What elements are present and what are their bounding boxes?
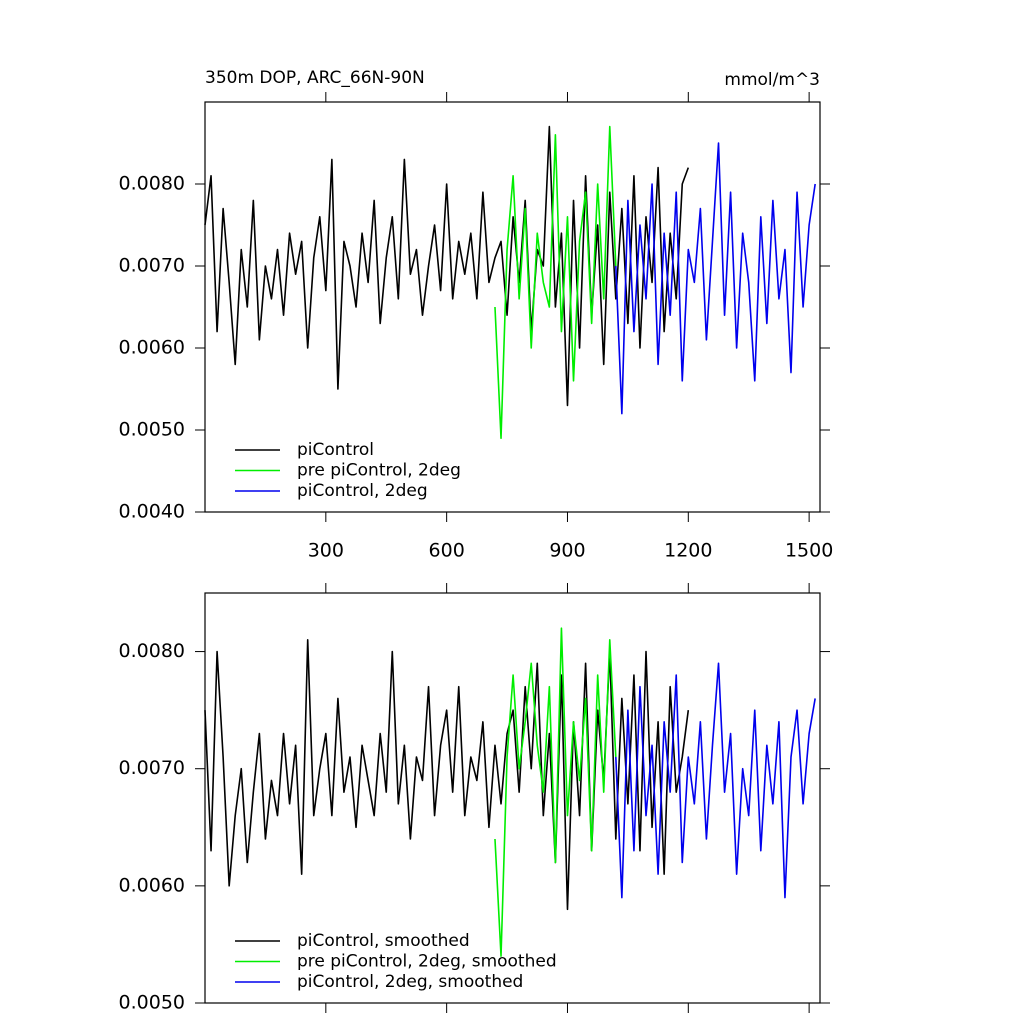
units-label: mmol/m^3 xyxy=(724,70,820,90)
y-tick-label: 0.0050 xyxy=(119,419,185,441)
y-tick-label: 0.0060 xyxy=(119,337,185,359)
x-tick-label: 1500 xyxy=(785,540,833,562)
y-tick-label: 0.0040 xyxy=(119,501,185,523)
legend-label: pre piControl, 2deg, smoothed xyxy=(297,952,557,972)
data-line xyxy=(615,142,816,415)
y-tick-label: 0.0060 xyxy=(119,874,185,896)
legend-label: piControl, smoothed xyxy=(297,931,470,951)
legend-label: piControl xyxy=(297,440,374,460)
data-line xyxy=(615,662,816,899)
legend-label: piControl, 2deg, smoothed xyxy=(297,972,523,992)
data-line xyxy=(494,125,617,439)
y-tick-label: 0.0070 xyxy=(119,255,185,277)
legend-label: pre piControl, 2deg xyxy=(297,461,461,481)
data-line xyxy=(204,125,690,407)
data-line xyxy=(494,627,617,957)
x-tick-label: 600 xyxy=(429,540,465,562)
x-tick-label: 900 xyxy=(549,540,585,562)
y-tick-label: 0.0080 xyxy=(119,640,185,662)
chart-title: 350m DOP, ARC_66N-90N xyxy=(205,68,425,88)
y-tick-label: 0.0070 xyxy=(119,757,185,779)
y-tick-label: 0.0050 xyxy=(119,992,185,1014)
plot-frame xyxy=(204,101,821,513)
x-tick-label: 300 xyxy=(308,540,344,562)
x-tick-label: 1200 xyxy=(664,540,712,562)
plot-frame xyxy=(204,592,821,1004)
legend-label: piControl, 2deg xyxy=(297,481,428,501)
y-tick-label: 0.0080 xyxy=(119,173,185,195)
